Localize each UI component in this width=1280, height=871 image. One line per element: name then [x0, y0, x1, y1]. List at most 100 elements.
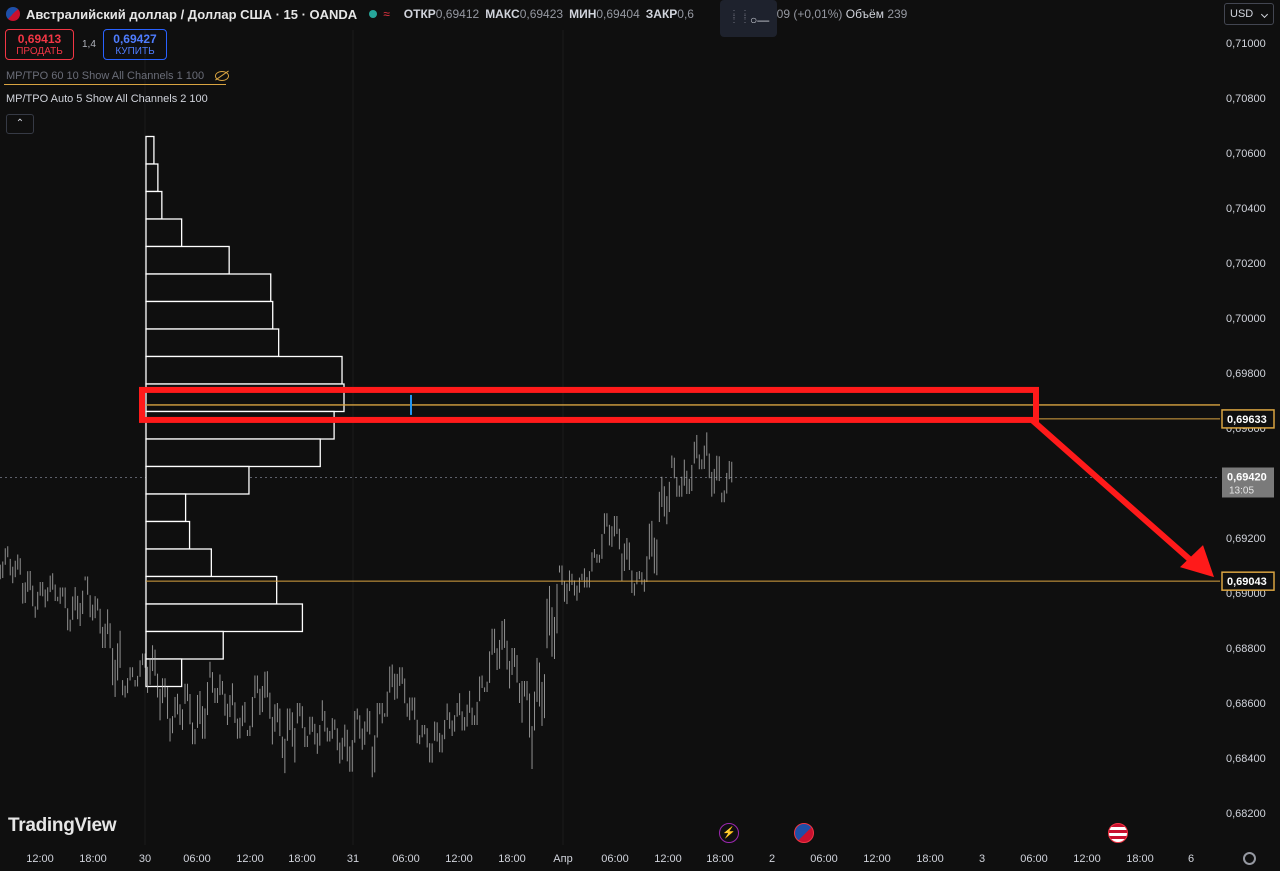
time-tick: 12:00 — [1073, 853, 1101, 865]
buy-price: 0,69427 — [113, 32, 157, 46]
profile-bar — [145, 630, 224, 660]
candles-layer — [0, 432, 733, 778]
wave-icon: ≈ — [383, 7, 390, 21]
time-axis: 12:00 18:00 30 06:00 12:00 18:00 31 06:00 12:00 1… — [26, 853, 1194, 865]
profile-bar — [145, 328, 280, 358]
time-tick: 06:00 — [392, 853, 420, 865]
symbol-title[interactable]: Австралийский доллар / Доллар США · 15 ·… — [26, 6, 358, 22]
volume-label: Объём — [845, 7, 884, 21]
drag-handle-icon[interactable]: ⋮⋮ ⋮⋮ — [729, 9, 751, 25]
drawing-toolbar[interactable]: ⋮⋮ ⋮⋮ ○— — [720, 0, 777, 37]
profile-bar — [145, 355, 343, 385]
time-tick: 06:00 — [183, 853, 211, 865]
time-tick: 06:00 — [1020, 853, 1048, 865]
chart-grid — [0, 30, 1220, 845]
us-flag-icon[interactable] — [1108, 823, 1128, 843]
profile-bar — [145, 658, 183, 688]
price-tick: 0,70000 — [1226, 313, 1266, 325]
sell-price: 0,69413 — [17, 32, 62, 46]
profile-bar — [145, 410, 335, 440]
sell-label: ПРОДАТЬ — [16, 46, 63, 57]
time-tick: 18:00 — [288, 853, 316, 865]
buy-button[interactable]: 0,69427 КУПИТЬ — [103, 29, 167, 60]
volume-profile — [145, 135, 345, 688]
sell-button[interactable]: 0,69413 ПРОДАТЬ — [5, 29, 74, 60]
time-tick: 3 — [979, 853, 985, 865]
close-label: ЗАКР — [645, 7, 678, 21]
time-tick: 18:00 — [498, 853, 526, 865]
current-price-badge — [1222, 467, 1274, 498]
arrow-head — [1180, 545, 1214, 578]
level-upper-badge-label: 0,69633 — [1227, 414, 1267, 426]
time-tick: 31 — [347, 853, 359, 865]
price-tick: 0,68400 — [1226, 753, 1266, 765]
market-open-status-icon — [369, 10, 378, 18]
currency-select[interactable]: USD — [1224, 3, 1274, 25]
eye-hidden-icon[interactable] — [215, 71, 230, 82]
australia-flag-icon[interactable] — [794, 823, 814, 843]
indicator-1-name: MP/TPO 60 10 Show All Channels 1 100 — [6, 70, 205, 82]
time-tick: 2 — [769, 853, 775, 865]
time-tick: 06:00 — [601, 853, 629, 865]
profile-bar — [145, 548, 212, 578]
time-tick: 18:00 — [706, 853, 734, 865]
profile-bar — [145, 135, 155, 165]
arrow-shaft — [1030, 417, 1197, 567]
collapse-legend-button[interactable]: ⌃ — [6, 114, 34, 134]
horizontal-ray-icon[interactable]: ○— — [750, 13, 770, 27]
time-tick: Апр — [553, 853, 572, 865]
time-tick: 12:00 — [445, 853, 473, 865]
price-tick: 0,68200 — [1226, 808, 1266, 820]
price-tick: 0,70800 — [1226, 93, 1266, 105]
time-tick: 18:00 — [916, 853, 944, 865]
profile-bar — [145, 218, 183, 248]
profile-bar — [145, 493, 187, 523]
time-tick: 12:00 — [863, 853, 891, 865]
time-tick: 6 — [1188, 853, 1194, 865]
profile-bar — [145, 520, 191, 550]
price-tick: 0,69200 — [1226, 533, 1266, 545]
price-tick: 0,68800 — [1226, 643, 1266, 655]
price-tick: 0,68600 — [1226, 698, 1266, 710]
countdown-label: 13:05 — [1229, 486, 1254, 497]
level-upper-badge — [1221, 409, 1275, 429]
tradingview-logo: TradingView — [8, 815, 117, 836]
profile-bar — [145, 245, 230, 275]
time-tick: 18:00 — [1126, 853, 1154, 865]
close-value: 0,6 — [677, 7, 694, 21]
profile-bar — [145, 438, 321, 468]
indicator-2-name: MP/TPO Auto 5 Show All Channels 2 100 — [6, 93, 208, 105]
level-lower-badge — [1221, 571, 1275, 591]
buy-label: КУПИТЬ — [115, 46, 155, 57]
aud-usd-flag-icon — [6, 7, 20, 21]
current-price-label: 0,69420 — [1227, 472, 1267, 484]
profile-bar — [145, 465, 250, 495]
low-value: 0,69404 — [596, 7, 640, 21]
profile-bar — [145, 190, 163, 220]
indicator-legend-1[interactable]: MP/TPO 60 10 Show All Channels 1 100 — [6, 70, 230, 82]
gear-icon[interactable] — [1243, 852, 1256, 865]
time-tick: 12:00 — [26, 853, 54, 865]
profile-bar — [145, 575, 278, 605]
profile-bar — [145, 300, 274, 330]
time-tick: 12:00 — [654, 853, 682, 865]
price-axis: 0,71000 0,70800 0,70600 0,70400 0,70200 0,700… — [1221, 38, 1275, 820]
change-value: 009 (+0,01%) — [770, 7, 843, 21]
time-tick: 06:00 — [810, 853, 838, 865]
lightning-icon[interactable]: ⚡ — [719, 823, 739, 843]
time-tick: 12:00 — [236, 853, 264, 865]
time-tick: 30 — [139, 853, 151, 865]
price-tick: 0,71000 — [1226, 38, 1266, 50]
high-value: 0,69423 — [519, 7, 564, 21]
change-readout: 009 (+0,01%) Объём 239 — [770, 7, 907, 21]
indicator-legend-2[interactable]: MP/TPO Auto 5 Show All Channels 2 100 — [6, 93, 208, 105]
highlight-box — [139, 386, 1039, 423]
price-tick: 0,70400 — [1226, 203, 1266, 215]
time-tick: 18:00 — [79, 853, 107, 865]
price-tick: 0,69800 — [1226, 368, 1266, 380]
price-tick: 0,69000 — [1226, 588, 1266, 600]
annotations-layer — [139, 386, 1214, 578]
indicator-1-underline — [4, 84, 226, 85]
